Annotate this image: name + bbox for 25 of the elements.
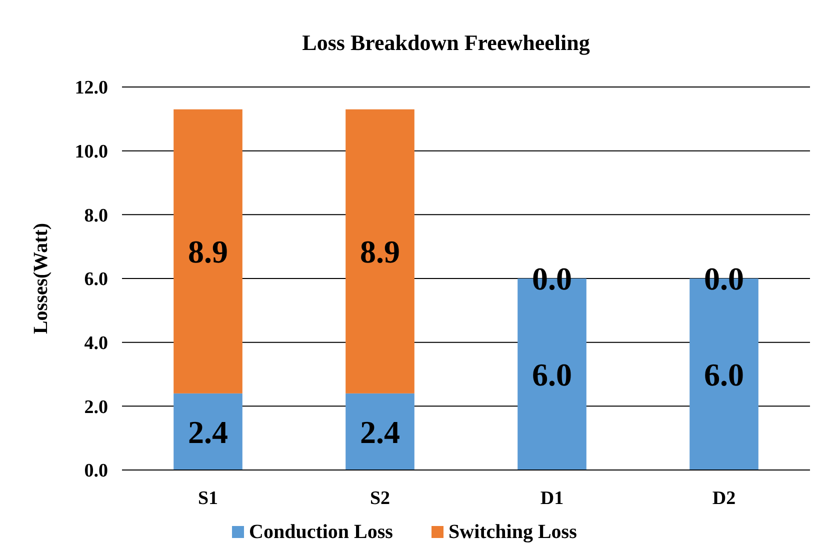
data-label: 2.4 xyxy=(188,414,228,450)
chart-title: Loss Breakdown Freewheeling xyxy=(302,30,590,55)
data-label: 6.0 xyxy=(704,356,744,392)
y-tick-label: 0.0 xyxy=(84,460,108,482)
x-tick-label: D2 xyxy=(712,488,736,509)
y-tick-label: 6.0 xyxy=(84,269,108,290)
y-tick-label: 12.0 xyxy=(74,78,108,99)
bar xyxy=(174,393,242,470)
bar xyxy=(174,109,242,394)
bar xyxy=(346,109,414,394)
bar xyxy=(346,393,414,470)
data-label: 8.9 xyxy=(188,234,228,270)
y-tick-label: 4.0 xyxy=(84,332,108,354)
legend-label: Conduction Loss xyxy=(249,521,394,543)
data-label: 6.0 xyxy=(532,356,572,392)
data-label: 8.9 xyxy=(360,234,400,270)
data-label: 2.4 xyxy=(360,414,400,450)
y-tick-label: 8.0 xyxy=(84,205,108,226)
x-tick-label: S2 xyxy=(370,488,390,509)
x-tick-label: D1 xyxy=(540,488,564,509)
y-tick-label: 10.0 xyxy=(74,141,108,162)
x-tick-label: S1 xyxy=(198,488,218,509)
y-tick-label: 2.0 xyxy=(84,396,108,418)
y-axis-title: Losses(Watt) xyxy=(30,222,52,334)
legend-label: Switching Loss xyxy=(448,521,578,543)
